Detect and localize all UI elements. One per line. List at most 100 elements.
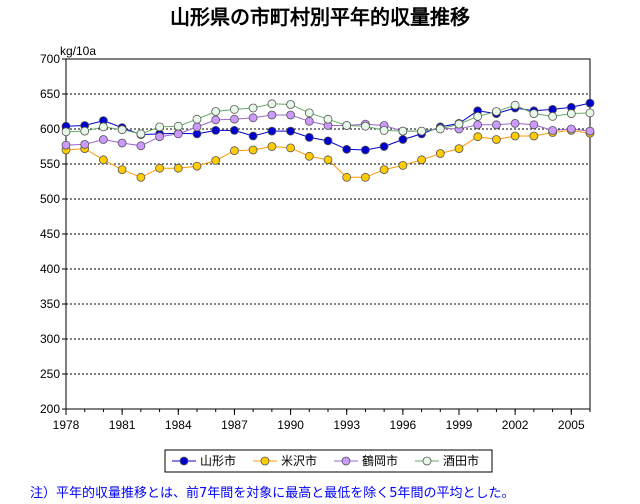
data-point <box>510 100 520 110</box>
data-point <box>248 103 258 113</box>
data-point <box>192 114 202 124</box>
x-tick-label: 1984 <box>165 418 192 432</box>
data-point <box>61 127 71 137</box>
data-point <box>529 109 539 118</box>
y-tick-label: 350 <box>40 297 60 311</box>
x-axis-ticks: 1978 1981 1984 1987 1990 1993 1996 1999 2002 2005 <box>53 409 591 432</box>
data-point <box>454 119 464 129</box>
x-tick-label: 1999 <box>446 418 473 432</box>
data-point <box>229 114 239 124</box>
data-point <box>248 131 258 141</box>
data-point <box>155 132 165 142</box>
data-point <box>304 116 314 126</box>
x-tick-label: 1993 <box>333 418 360 432</box>
data-point <box>379 125 389 135</box>
data-point <box>435 149 445 158</box>
data-point <box>491 135 501 144</box>
data-point <box>136 141 146 151</box>
data-point <box>248 145 258 155</box>
data-point <box>136 129 146 139</box>
data-point <box>435 124 445 134</box>
data-point <box>117 138 127 148</box>
y-axis-unit-label: kg/10a <box>60 44 96 58</box>
legend-marker-swatch <box>422 456 432 466</box>
chart-title: 山形県の市町村別平年的収量推移 <box>170 5 470 29</box>
legend-item-2: 米沢市 <box>253 453 317 468</box>
data-point <box>491 120 501 130</box>
legend: 山形市 米沢市 鶴岡市 酒田市 <box>164 449 493 473</box>
legend-item-3: 鶴岡市 <box>334 453 398 468</box>
x-tick-label: 1987 <box>221 418 248 432</box>
data-point <box>417 126 427 136</box>
data-point <box>80 139 90 149</box>
y-tick-label: 600 <box>40 122 60 136</box>
data-point <box>585 126 595 136</box>
data-point <box>510 131 520 141</box>
data-point <box>173 129 183 139</box>
data-point <box>360 121 370 131</box>
data-point <box>304 151 314 161</box>
x-tick-label: 1981 <box>109 418 136 432</box>
data-point <box>211 107 221 116</box>
data-point <box>473 120 483 130</box>
data-point <box>342 172 352 182</box>
legend-marker-swatch <box>341 456 351 466</box>
y-tick-label: 500 <box>40 192 60 206</box>
legend-label: 米沢市 <box>281 453 317 468</box>
data-point <box>99 135 108 144</box>
data-point <box>229 125 239 135</box>
data-point <box>342 144 352 154</box>
data-point <box>136 172 146 182</box>
data-point <box>473 132 483 142</box>
data-point <box>398 135 408 144</box>
y-tick-label: 200 <box>40 402 60 416</box>
data-point <box>473 112 483 121</box>
data-point <box>304 132 314 142</box>
data-point <box>379 165 389 175</box>
data-point <box>417 155 427 165</box>
x-tick-label: 1978 <box>53 418 80 432</box>
data-point <box>80 126 90 136</box>
data-point <box>379 142 389 151</box>
data-point <box>211 125 221 135</box>
legend-label: 酒田市 <box>443 453 479 468</box>
data-point <box>566 109 576 118</box>
data-point <box>323 155 333 165</box>
legend-label: 鶴岡市 <box>362 453 398 468</box>
data-point <box>211 156 221 165</box>
data-point <box>510 119 520 128</box>
data-point <box>398 160 408 170</box>
y-axis-ticks: 200 250 300 350 400 450 500 550 600 650 700 <box>40 52 66 416</box>
data-point <box>398 126 408 136</box>
series-group <box>61 98 595 182</box>
data-point <box>585 98 595 108</box>
data-point <box>323 114 333 124</box>
data-point <box>267 110 277 120</box>
data-point <box>117 125 127 135</box>
x-tick-label: 1996 <box>390 418 417 432</box>
data-point <box>548 112 557 121</box>
y-tick-label: 400 <box>40 262 60 276</box>
data-point <box>192 122 202 132</box>
data-point <box>267 99 277 109</box>
data-point <box>267 142 277 151</box>
data-point <box>529 120 539 130</box>
data-point <box>99 155 108 165</box>
data-point <box>286 110 296 120</box>
data-point <box>323 136 333 146</box>
data-point <box>360 145 370 155</box>
data-point <box>360 172 370 182</box>
legend-marker-swatch <box>260 456 270 466</box>
legend-marker-swatch <box>179 456 189 466</box>
data-point <box>585 108 595 118</box>
data-point <box>99 122 108 132</box>
series-4 <box>61 99 595 139</box>
x-tick-label: 1990 <box>277 418 304 432</box>
y-tick-label: 300 <box>40 332 60 346</box>
y-tick-label: 450 <box>40 227 60 241</box>
y-tick-label: 250 <box>40 367 60 381</box>
data-point <box>342 121 352 130</box>
data-point <box>155 122 165 132</box>
y-tick-label: 700 <box>40 52 60 66</box>
